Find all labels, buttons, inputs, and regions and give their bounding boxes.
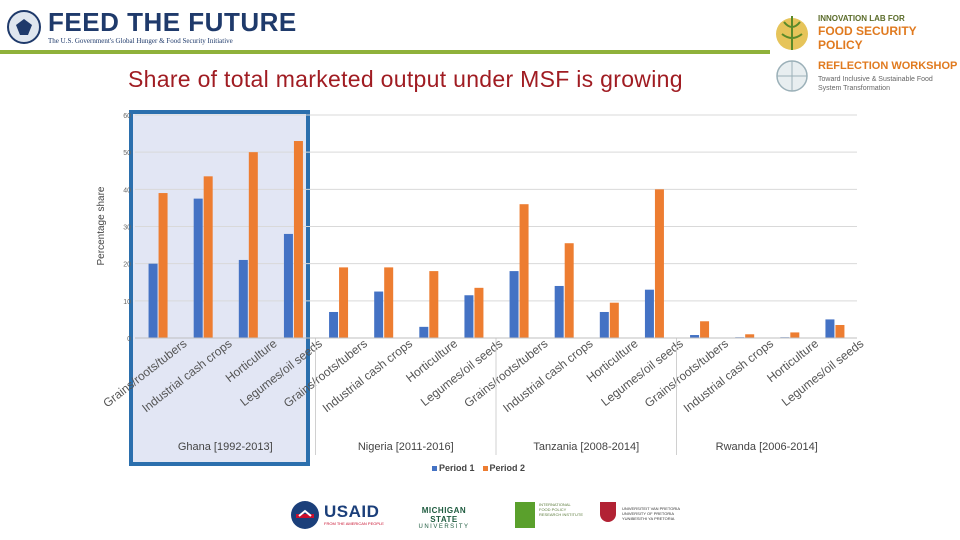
- bar-1-2-period2: [429, 271, 439, 338]
- y-tick-label: 10: [123, 299, 131, 306]
- footer-logos: USAID FROM THE AMERICAN PEOPLE MICHIGAN …: [290, 496, 690, 536]
- country-label: Tanzania [2008-2014]: [533, 441, 639, 453]
- bar-2-2-period1: [599, 311, 609, 338]
- bar-2-2-period2: [609, 302, 619, 338]
- country-label: Nigeria [2011-2016]: [358, 441, 454, 453]
- y-tick-label: 50: [123, 150, 131, 157]
- bar-3-3-period2: [835, 324, 845, 338]
- bar-0-1-period1: [193, 198, 203, 338]
- bar-0-1-period2: [203, 176, 213, 338]
- bar-3-3-period1: [825, 319, 835, 338]
- bar-1-1-period2: [384, 267, 394, 338]
- bar-0-2-period1: [238, 259, 248, 338]
- globe-icon: [776, 60, 808, 92]
- bar-3-1-period2: [745, 334, 755, 338]
- bar-0-0-period1: [148, 263, 158, 338]
- legend-swatch-period2: [482, 465, 488, 471]
- bar-0-3-period2: [293, 141, 303, 338]
- header-bar: FEED THE FUTURE The U.S. Government's Gl…: [0, 0, 960, 92]
- header-rule: [0, 50, 770, 54]
- bar-1-3-period2: [474, 287, 484, 338]
- y-tick-label: 0: [127, 336, 131, 343]
- y-tick-label: 20: [123, 262, 131, 269]
- y-axis-label: Percentage share: [96, 186, 107, 265]
- reflection-workshop-logo: REFLECTION WORKSHOP Toward Inclusive & S…: [772, 58, 960, 94]
- legend-period2: Period 2: [482, 463, 526, 473]
- usaid-name: USAID: [324, 502, 380, 521]
- lab-line3: POLICY: [818, 38, 863, 52]
- ifpri-logo: INTERNATIONAL FOOD POLICY RESEARCH INSTI…: [515, 496, 585, 532]
- bar-1-0-period1: [329, 311, 339, 338]
- bar-2-0-period2: [519, 204, 529, 338]
- y-tick-label: 60: [123, 113, 131, 120]
- innovation-lab-logo: INNOVATION LAB FOR FOOD SECURITY POLICY: [772, 10, 952, 56]
- pretoria-text: UNIVERSITEIT VAN PRETORIA UNIVERSITY OF …: [622, 506, 680, 521]
- ifpri-mark-icon: [515, 502, 535, 528]
- legend-label-period2: Period 2: [489, 463, 526, 473]
- bar-0-2-period2: [248, 152, 258, 338]
- pretoria-logo: UNIVERSITEIT VAN PRETORIA UNIVERSITY OF …: [600, 496, 690, 532]
- legend-period1: Period 1: [432, 463, 475, 473]
- chart-legend: Period 1 Period 2: [432, 463, 525, 473]
- slide-title: Share of total marketed output under MSF…: [128, 66, 683, 92]
- x-category-label: Legumes/oil seeds: [779, 336, 866, 409]
- msu-logo: MICHIGAN STATE UNIVERSITY: [412, 496, 476, 532]
- bar-2-0-period1: [509, 271, 519, 338]
- bar-1-1-period1: [374, 291, 384, 338]
- country-label: Rwanda [2006-2014]: [716, 441, 818, 453]
- bar-1-3-period1: [464, 295, 474, 338]
- bar-0-3-period1: [283, 233, 293, 338]
- bar-3-0-period2: [700, 321, 710, 338]
- y-tick-label: 40: [123, 187, 131, 194]
- msu-name: MICHIGAN STATE: [421, 506, 467, 524]
- bar-2-3-period2: [654, 189, 664, 338]
- bar-2-3-period1: [644, 289, 654, 338]
- brand-tagline: The U.S. Government's Global Hunger & Fo…: [48, 37, 233, 45]
- ifpri-text: INTERNATIONAL FOOD POLICY RESEARCH INSTI…: [539, 502, 584, 517]
- legend-swatch-period1: [432, 465, 437, 471]
- brand-name: FEED THE FUTURE: [48, 7, 297, 37]
- bar-0-0-period2: [158, 193, 168, 338]
- feed-the-future-logo: FEED THE FUTURE The U.S. Government's Gl…: [6, 6, 297, 48]
- workshop-title: REFLECTION WORKSHOP: [818, 60, 958, 72]
- y-tick-label: 30: [123, 225, 131, 232]
- bar-2-1-period2: [564, 243, 574, 338]
- legend-label-period1: Period 1: [439, 463, 475, 473]
- workshop-subtitle: Toward Inclusive & Sustainable Food Syst…: [818, 76, 933, 92]
- bar-1-0-period2: [339, 267, 349, 338]
- bar-3-0-period1: [690, 335, 700, 338]
- usaid-seal-icon: [291, 501, 319, 529]
- pretoria-shield-icon: [600, 502, 616, 522]
- lab-line1: INNOVATION LAB FOR: [818, 14, 905, 23]
- msu-subtitle: UNIVERSITY: [418, 524, 470, 530]
- country-label: Ghana [1992-2013]: [178, 441, 273, 453]
- wheat-globe-icon: [776, 16, 808, 50]
- bar-1-2-period1: [419, 326, 429, 338]
- usaid-logo: USAID FROM THE AMERICAN PEOPLE: [290, 496, 390, 532]
- us-seal-icon: [7, 10, 41, 44]
- usaid-subtitle: FROM THE AMERICAN PEOPLE: [324, 521, 384, 526]
- bar-3-2-period2: [790, 332, 800, 338]
- lab-line2: FOOD SECURITY: [818, 24, 917, 38]
- bar-2-1-period1: [554, 285, 564, 338]
